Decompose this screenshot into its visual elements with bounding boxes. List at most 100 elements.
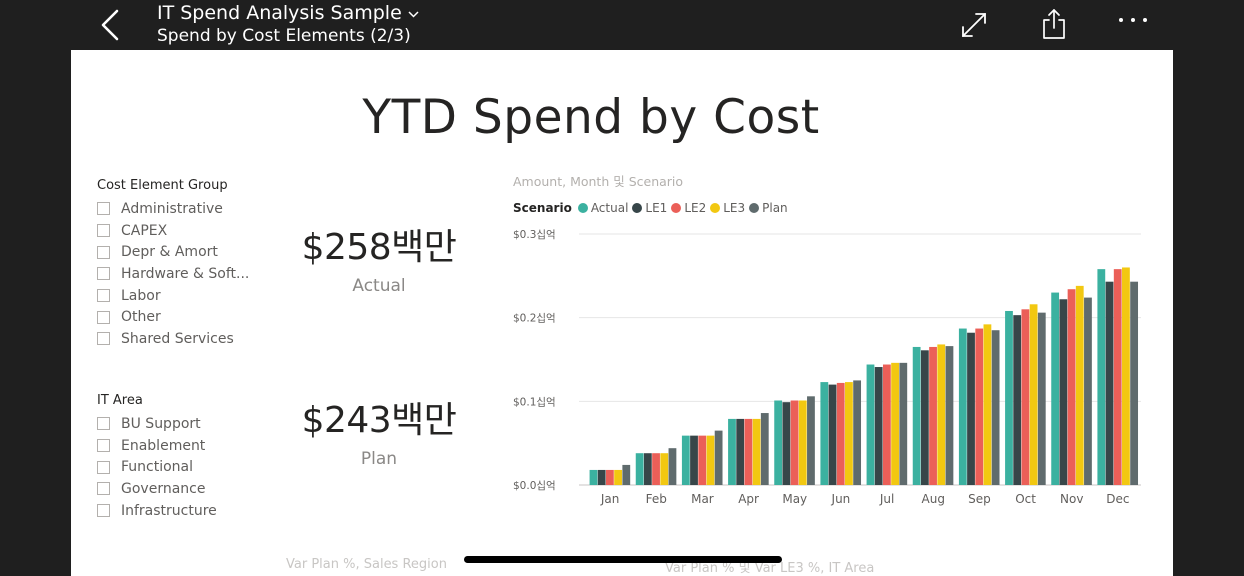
x-tick-label: Feb xyxy=(646,492,667,506)
slicer-item-other[interactable]: Other xyxy=(97,306,249,328)
checkbox[interactable] xyxy=(97,224,110,238)
bar-actual-may[interactable] xyxy=(774,400,783,485)
bar-actual-oct[interactable] xyxy=(1005,310,1013,485)
bar-le2-jul[interactable] xyxy=(882,364,891,485)
bar-actual-aug[interactable] xyxy=(912,346,921,485)
actual-card[interactable]: $258백만 Actual xyxy=(281,218,477,296)
bar-le1-mar[interactable] xyxy=(690,435,698,485)
slicer-item-depr-amort[interactable]: Depr & Amort xyxy=(97,241,249,263)
bar-le2-feb[interactable] xyxy=(652,453,660,485)
bar-plan-jul[interactable] xyxy=(899,362,908,485)
expand-icon[interactable] xyxy=(958,9,990,41)
legend-item-le3[interactable]: LE3 xyxy=(710,201,745,215)
slicer-item-administrative[interactable]: Administrative xyxy=(97,198,249,220)
bar-plan-may[interactable] xyxy=(807,396,815,485)
bar-plan-feb[interactable] xyxy=(668,448,677,485)
bar-le2-aug[interactable] xyxy=(929,346,937,485)
bar-le3-aug[interactable] xyxy=(937,344,946,485)
checkbox[interactable] xyxy=(97,417,110,431)
bar-plan-oct[interactable] xyxy=(1037,312,1046,485)
legend-dot xyxy=(577,203,588,213)
bar-le2-jan[interactable] xyxy=(605,469,614,485)
bar-le1-jan[interactable] xyxy=(597,469,606,485)
bar-actual-jun[interactable] xyxy=(820,382,829,485)
bar-actual-feb[interactable] xyxy=(635,453,644,485)
bar-le1-oct[interactable] xyxy=(1013,315,1022,485)
bar-plan-jun[interactable] xyxy=(853,380,862,485)
bar-plan-apr[interactable] xyxy=(760,413,769,485)
bar-le3-may[interactable] xyxy=(798,400,807,485)
x-tick-label: Oct xyxy=(1015,492,1036,506)
back-arrow-icon[interactable] xyxy=(96,8,126,42)
checkbox[interactable] xyxy=(97,245,110,259)
slicer-item-hardware-software[interactable]: Hardware & Soft... xyxy=(97,263,249,285)
bar-actual-dec[interactable] xyxy=(1097,269,1106,485)
more-options-icon[interactable] xyxy=(1117,14,1149,26)
bar-plan-aug[interactable] xyxy=(945,346,954,485)
bar-actual-mar[interactable] xyxy=(681,435,690,485)
bar-le1-apr[interactable] xyxy=(736,418,745,485)
share-icon[interactable] xyxy=(1040,7,1068,41)
bar-le1-dec[interactable] xyxy=(1105,281,1114,485)
slicer-item-enablement[interactable]: Enablement xyxy=(97,435,217,457)
bar-actual-apr[interactable] xyxy=(728,418,736,485)
bar-le3-jul[interactable] xyxy=(891,362,899,485)
bar-le3-sep[interactable] xyxy=(983,324,992,485)
bar-le3-jan[interactable] xyxy=(614,469,622,485)
bar-le2-dec[interactable] xyxy=(1113,269,1122,485)
bar-le1-feb[interactable] xyxy=(643,453,652,485)
bar-le1-may[interactable] xyxy=(782,402,791,485)
bar-le3-feb[interactable] xyxy=(660,453,669,485)
legend-item-actual[interactable]: Actual xyxy=(577,201,628,215)
cost-element-slicer: Cost Element Group Administrative CAPEX … xyxy=(97,178,249,350)
bar-actual-jul[interactable] xyxy=(866,364,875,485)
bar-plan-jan[interactable] xyxy=(622,464,631,485)
bar-le3-mar[interactable] xyxy=(706,435,715,485)
bar-le3-apr[interactable] xyxy=(752,418,761,485)
slicer-item-functional[interactable]: Functional xyxy=(97,456,217,478)
checkbox[interactable] xyxy=(97,439,110,453)
checkbox[interactable] xyxy=(97,267,110,281)
checkbox[interactable] xyxy=(97,332,110,346)
bar-actual-jan[interactable] xyxy=(589,469,598,485)
bar-actual-nov[interactable] xyxy=(1051,292,1060,485)
slicer-item-infrastructure[interactable]: Infrastructure xyxy=(97,500,217,522)
bar-le2-oct[interactable] xyxy=(1021,309,1030,485)
bar-le1-sep[interactable] xyxy=(967,332,975,485)
checkbox[interactable] xyxy=(97,202,110,216)
bar-plan-dec[interactable] xyxy=(1130,281,1139,485)
bar-le3-dec[interactable] xyxy=(1122,267,1130,485)
bar-le3-jun[interactable] xyxy=(845,382,853,485)
bar-le2-sep[interactable] xyxy=(975,328,984,485)
bar-le1-nov[interactable] xyxy=(1059,299,1068,485)
bar-le2-apr[interactable] xyxy=(744,418,753,485)
checkbox[interactable] xyxy=(97,289,110,303)
checkbox[interactable] xyxy=(97,482,110,496)
slicer-item-capex[interactable]: CAPEX xyxy=(97,220,249,242)
slicer-item-bu-support[interactable]: BU Support xyxy=(97,413,217,435)
checkbox[interactable] xyxy=(97,310,110,324)
bar-actual-sep[interactable] xyxy=(958,328,967,485)
bar-le3-oct[interactable] xyxy=(1029,304,1038,485)
legend-item-plan[interactable]: Plan xyxy=(749,201,788,215)
plan-card[interactable]: $243백만 Plan xyxy=(281,391,477,469)
bar-le2-jun[interactable] xyxy=(836,382,845,485)
bar-le1-jun[interactable] xyxy=(828,384,837,485)
legend-item-le1[interactable]: LE1 xyxy=(632,201,667,215)
checkbox[interactable] xyxy=(97,460,110,474)
slicer-item-shared-services[interactable]: Shared Services xyxy=(97,328,249,350)
slicer-item-labor[interactable]: Labor xyxy=(97,285,249,307)
bar-le2-nov[interactable] xyxy=(1067,289,1076,485)
bar-le3-nov[interactable] xyxy=(1075,285,1084,485)
bar-le2-mar[interactable] xyxy=(698,435,707,485)
checkbox[interactable] xyxy=(97,504,110,518)
legend-item-le2[interactable]: LE2 xyxy=(671,201,706,215)
bar-le1-aug[interactable] xyxy=(920,350,929,485)
bar-le1-jul[interactable] xyxy=(874,367,883,485)
report-switcher[interactable]: IT Spend Analysis Sample xyxy=(157,2,419,24)
slicer-item-governance[interactable]: Governance xyxy=(97,478,217,500)
bar-plan-sep[interactable] xyxy=(991,330,1000,485)
bar-plan-nov[interactable] xyxy=(1084,297,1092,485)
bar-plan-mar[interactable] xyxy=(714,430,723,485)
bar-le2-may[interactable] xyxy=(790,400,799,485)
